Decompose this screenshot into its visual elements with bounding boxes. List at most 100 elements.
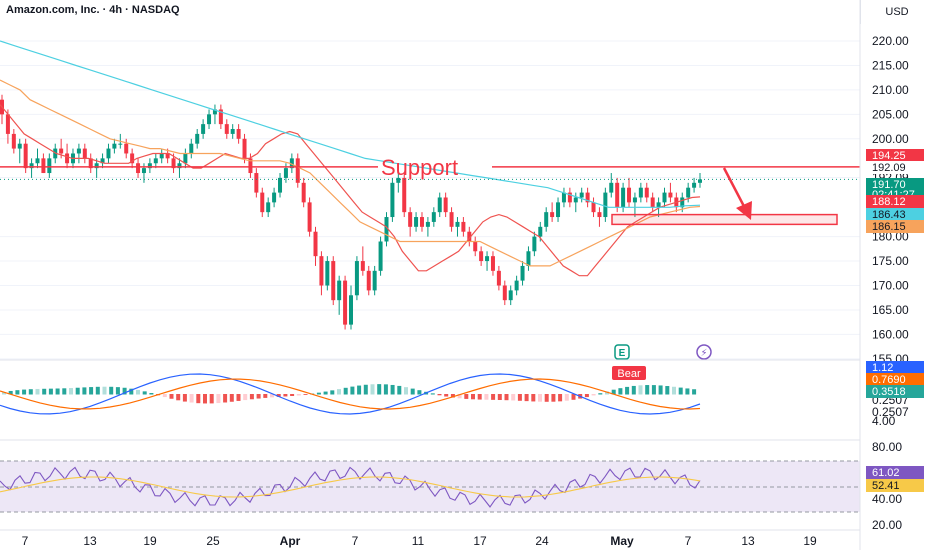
candle-body [331,261,336,301]
rsi-tick-label: 20.00 [872,518,902,532]
macd-tick-label: 4.00 [872,414,896,428]
candle-body [118,143,123,145]
candle-body [443,197,448,213]
macd-histogram-bar [551,394,556,402]
macd-histogram-bar [517,394,522,401]
candle-body [295,158,300,183]
candle-body [390,182,395,218]
candle-body [319,256,324,286]
macd-histogram-bar [430,393,435,395]
candle-body [124,143,129,154]
macd-histogram-bar [538,394,542,402]
macd-histogram-bar [55,388,60,395]
macd-tag-label: 0.3518 [872,386,906,398]
candle-body [532,236,537,252]
target-zone-box [611,213,838,226]
candle-body [550,212,555,218]
support-label: Support [381,155,458,180]
candle-body [289,158,294,169]
price-tick-label: 215.00 [872,58,909,72]
price-tag-bg [866,178,924,200]
candle-body [638,187,643,198]
candle-body [526,251,531,266]
macd-histogram-bar [203,394,207,404]
price-axis: 220.00 215.00 210.00 205.00 200.00 192.09 180.… [859,0,932,550]
time-tick-label: 13 [83,534,97,548]
candle-body [461,221,466,232]
candle-body [360,261,365,271]
macd-histogram-bar [450,394,455,398]
rsi-tag-bg [866,466,924,479]
candle-body [76,148,81,154]
macd-histogram-bar [290,394,295,397]
macd-histogram-bar [182,394,187,402]
candle-body [496,270,501,286]
macd-histogram-bar [62,388,67,395]
macd-histogram-bar [497,394,502,401]
macd-tag-bg [866,373,924,386]
price-tick-label: 200.00 [872,132,909,146]
macd-histogram-bar [95,386,100,395]
bear-badge-bg [612,366,646,380]
macd-histogram-bar [102,386,107,395]
macd-histogram-bar [618,388,623,395]
macd-histogram-bar [658,385,663,395]
macd-histogram-bar [75,387,80,395]
candle-body [656,202,661,208]
candle-body [325,261,330,286]
bear-badge-label: Bear [617,368,641,380]
candle-body [467,231,472,242]
macd-histogram-bar [149,393,154,395]
candle-body [455,221,460,227]
candle-body [147,163,152,169]
price-tag-label: 186.15 [872,221,906,233]
price-tag-label: 188.12 [872,196,906,208]
currency-label[interactable]: USD [860,0,932,24]
macd-tag-bg [866,361,924,374]
candle-body [266,202,271,213]
macd-histogram-bar [229,394,234,402]
macd-histogram-bar [22,389,27,395]
macd-histogram-bar [645,385,650,395]
rsi-pane [0,439,860,513]
macd-histogram-bar [377,384,382,395]
candle-body [349,295,353,325]
candle-body [490,256,495,271]
macd-histogram-bar [417,390,422,395]
candle-body [153,158,158,164]
macd-histogram-bar [471,394,475,400]
macd-histogram-bar [69,388,73,395]
candle-body [449,212,454,227]
time-tick-label: 11 [412,534,425,548]
macd-histogram-bar [122,387,127,395]
macd-tag-label: 1.12 [872,362,893,374]
candle-body [141,168,146,174]
macd-histogram-bar [477,394,482,400]
price-tag-bg [866,161,924,174]
moving-average-line [0,40,701,208]
macd-histogram-bar [544,394,549,402]
candle-body [171,158,176,169]
price-tick-label: 210.00 [872,83,909,97]
macd-histogram-bar [263,394,268,398]
macd-histogram-bar [383,384,388,395]
price-tick-label: 165.00 [872,303,909,317]
macd-histogram-bar [531,394,536,402]
rsi-tick-label: 80.00 [872,440,902,454]
macd-histogram-bar [176,394,181,401]
candle-body [579,192,584,198]
price-tag-label: 186.43 [872,209,906,221]
macd-histogram-bar [511,394,516,401]
flash-marker: ⚡ [696,344,712,360]
macd-histogram-bar [672,386,676,395]
macd-histogram-bar [129,388,134,395]
price-tick-label: 205.00 [872,107,909,121]
candle-body [650,197,655,208]
candle-body [485,256,490,262]
candle-body [561,192,566,203]
macd-histogram-bar [249,394,254,400]
candle-body [248,158,253,174]
candle-body [680,197,685,208]
price-tag-bg [866,208,924,221]
